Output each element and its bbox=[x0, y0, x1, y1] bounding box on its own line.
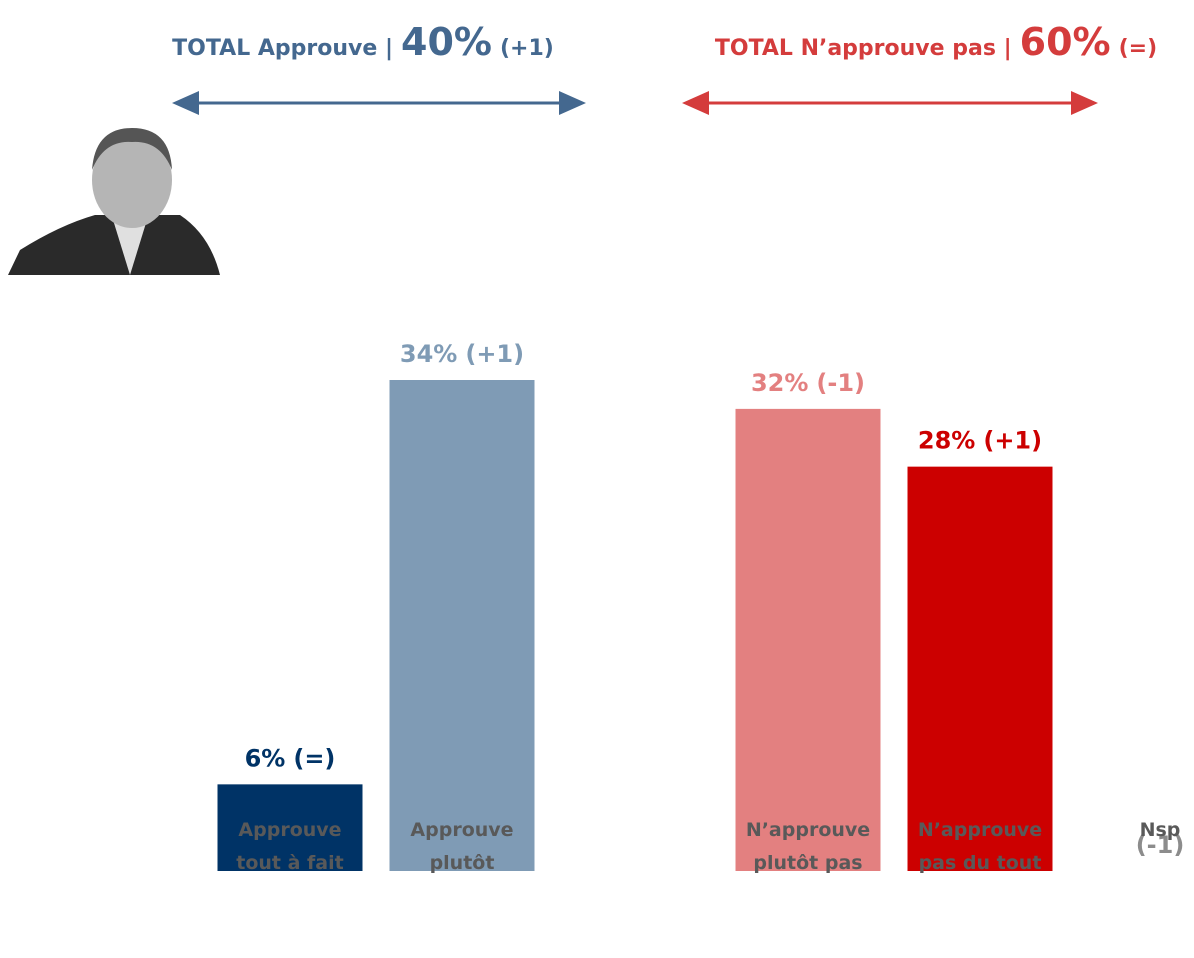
value-label: 34% bbox=[400, 340, 457, 368]
category-label: tout à fait bbox=[236, 852, 343, 874]
change-label: (+1) bbox=[983, 427, 1042, 455]
total-value: 40% bbox=[401, 20, 492, 64]
value-label: 32% bbox=[751, 369, 808, 397]
category-label: plutôt pas bbox=[753, 852, 862, 874]
data-label: 34% (+1) bbox=[400, 340, 524, 368]
total-header: TOTAL Approuve | 40% (+1) bbox=[172, 20, 554, 64]
category-label: Approuve bbox=[410, 819, 513, 841]
value-label: 6% bbox=[245, 744, 286, 772]
total-value: 60% bbox=[1020, 20, 1111, 64]
total-header: TOTAL N’approuve pas | 60% (=) bbox=[715, 20, 1157, 64]
change-label: (=) bbox=[293, 744, 335, 772]
category-label: Nsp bbox=[1140, 819, 1181, 841]
category-label: plutôt bbox=[430, 852, 495, 874]
total-change: (=) bbox=[1119, 36, 1158, 61]
portrait bbox=[8, 128, 220, 275]
total-change: (+1) bbox=[500, 36, 554, 61]
total-label: TOTAL N’approuve pas | bbox=[715, 36, 1012, 61]
category-label: Approuve bbox=[238, 819, 341, 841]
change-label: (+1) bbox=[465, 340, 524, 368]
data-label: 28% (+1) bbox=[918, 427, 1042, 455]
data-label: 32% (-1) bbox=[751, 369, 865, 397]
change-label: (-1) bbox=[816, 369, 865, 397]
chart: TOTAL Approuve | 40% (+1) TOTAL N’approuve … bbox=[0, 0, 1194, 958]
category-label: N’approuve bbox=[918, 819, 1042, 841]
bar bbox=[908, 467, 1053, 871]
category-label: N’approuve bbox=[746, 819, 870, 841]
bar bbox=[736, 409, 881, 871]
data-label: 6%(=) bbox=[245, 744, 336, 772]
bar bbox=[390, 380, 535, 871]
total-label: TOTAL Approuve | bbox=[172, 36, 393, 61]
category-label: pas du tout bbox=[919, 852, 1042, 874]
value-label: 28% bbox=[918, 427, 975, 455]
